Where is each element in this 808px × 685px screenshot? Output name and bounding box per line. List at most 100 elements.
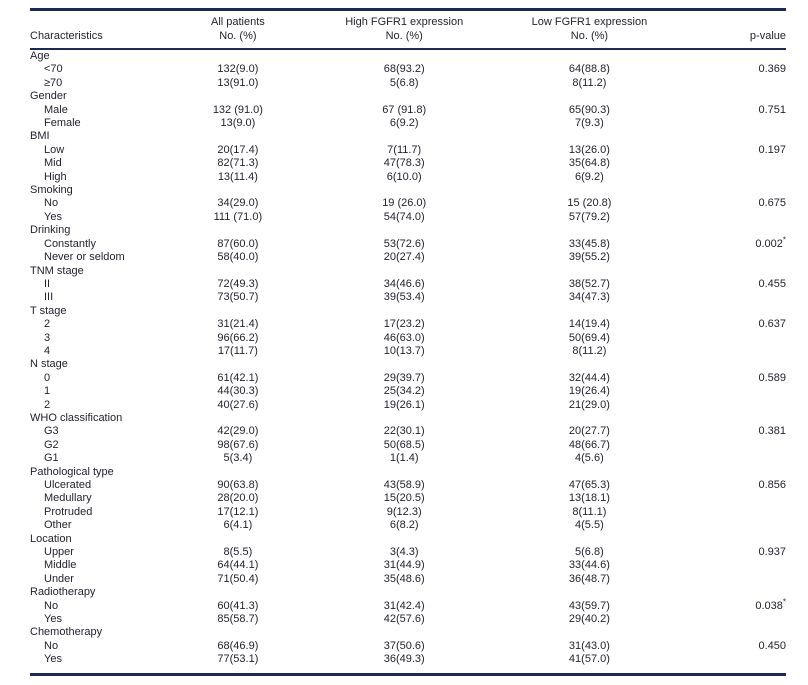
low-fgfr1-cell: 19(26.4) (568, 385, 610, 398)
data-row: Medullary 28(20.0) 15(20.5) 13(18.1) (30, 492, 786, 505)
all-patients-cell: 44(30.3) (217, 385, 259, 398)
section-row: Radiotherapy (30, 586, 786, 599)
characteristic-cell: 2 (44, 318, 51, 331)
empty-cell (491, 184, 688, 197)
p-value-cell: 0.675 (758, 197, 786, 210)
section-row: BMI (30, 130, 786, 143)
col-header-sublabel: No. (%) (385, 30, 423, 42)
data-row: Yes 85(58.7) 42(57.6) 29(40.2) (30, 613, 786, 626)
characteristic-cell: G2 (44, 438, 59, 451)
p-value-cell (688, 452, 786, 465)
low-fgfr1-cell: 15 (20.8) (567, 197, 612, 210)
section-label: BMI (30, 130, 50, 143)
section-label: T stage (30, 304, 67, 317)
p-value-cell: 0.369 (758, 63, 786, 76)
characteristic-cell: ≥70 (44, 76, 63, 89)
characteristic-cell: Male (44, 103, 68, 116)
data-row: ≥70 13(91.0) 5(6.8) 8(11.2) (30, 77, 786, 90)
empty-cell (688, 90, 786, 103)
low-fgfr1-cell: 32(44.4) (568, 371, 610, 384)
data-row: 0 61(42.1) 29(39.7) 32(44.4) 0.589 (30, 372, 786, 385)
characteristic-cell: Never or seldom (44, 251, 125, 264)
data-row: Under 71(50.4) 35(48.6) 36(48.7) (30, 573, 786, 586)
empty-cell (688, 586, 786, 599)
all-patients-cell: 132 (91.0) (212, 103, 263, 116)
characteristic-cell: G1 (44, 452, 59, 465)
significance-asterisk: * (782, 597, 786, 606)
empty-cell (688, 305, 786, 318)
characteristic-cell: Yes (44, 210, 62, 223)
p-value-cell (688, 171, 786, 184)
characteristic-cell: Mid (44, 157, 62, 170)
high-fgfr1-cell: 34(46.6) (383, 277, 425, 290)
high-fgfr1-cell: 3(4.3) (389, 546, 419, 559)
characteristic-cell: Protruded (44, 505, 93, 518)
low-fgfr1-cell: 65(90.3) (568, 103, 610, 116)
col-header-sublabel: No. (%) (570, 30, 609, 42)
empty-cell (317, 466, 491, 479)
high-fgfr1-cell: 25(34.2) (383, 385, 425, 398)
all-patients-cell: 98(67.6) (217, 438, 259, 451)
low-fgfr1-cell: 36(48.7) (568, 572, 610, 585)
high-fgfr1-cell: 42(57.6) (383, 613, 425, 626)
empty-cell (688, 224, 786, 237)
p-value-cell: 0.637 (758, 318, 786, 331)
all-patients-cell: 17(12.1) (217, 505, 259, 518)
high-fgfr1-cell: 22(30.1) (383, 425, 425, 438)
all-patients-cell: 72(49.3) (217, 277, 259, 290)
p-value-cell (688, 613, 786, 626)
p-value-cell (688, 492, 786, 505)
p-value-cell (688, 345, 786, 358)
characteristics-table-wrap: Characteristics All patients No. (%) Hig… (30, 8, 786, 676)
characteristic-cell: Yes (44, 613, 62, 626)
section-row: WHO classification (30, 412, 786, 425)
p-value-cell: 0.381 (758, 425, 786, 438)
section-row: N stage (30, 358, 786, 371)
empty-cell (317, 533, 491, 546)
all-patients-cell: 8(5.5) (223, 546, 253, 559)
empty-cell (159, 49, 318, 63)
section-label: Radiotherapy (30, 586, 96, 599)
empty-cell (159, 130, 318, 143)
p-value-cell (688, 385, 786, 398)
characteristics-table: Characteristics All patients No. (%) Hig… (30, 11, 786, 667)
empty-cell (688, 533, 786, 546)
characteristic-cell: G3 (44, 425, 59, 438)
low-fgfr1-cell: 48(66.7) (568, 438, 610, 451)
all-patients-cell: 111 (71.0) (213, 210, 263, 223)
section-label: WHO classification (30, 411, 123, 424)
p-value-cell: 0.450 (758, 639, 786, 652)
high-fgfr1-cell: 9(12.3) (386, 505, 422, 518)
data-row: G2 98(67.6) 50(68.5) 48(66.7) (30, 439, 786, 452)
high-fgfr1-cell: 37(50.6) (383, 639, 425, 652)
col-header-p-value: p-value (687, 11, 786, 50)
p-value-cell (688, 506, 786, 519)
low-fgfr1-cell: 38(52.7) (568, 277, 610, 290)
characteristic-cell: 2 (44, 398, 51, 411)
high-fgfr1-cell: 67 (91.8) (382, 103, 427, 116)
characteristic-cell: 3 (44, 331, 51, 344)
col-header-label: Low FGFR1 expression (531, 16, 648, 28)
high-fgfr1-cell: 50(68.5) (383, 438, 425, 451)
high-fgfr1-cell: 54(74.0) (383, 210, 425, 223)
high-fgfr1-cell: 6(8.2) (389, 519, 419, 532)
all-patients-cell: 73(50.7) (217, 291, 259, 304)
p-value-cell (688, 117, 786, 130)
section-row: Chemotherapy (30, 626, 786, 639)
characteristic-cell: <70 (44, 63, 63, 76)
characteristic-cell: Yes (44, 653, 62, 666)
section-label: Drinking (30, 224, 71, 237)
empty-cell (688, 184, 786, 197)
p-value-cell: 0.856 (758, 479, 786, 491)
empty-cell (159, 358, 318, 371)
section-label: Age (30, 50, 50, 62)
p-value-cell (688, 519, 786, 532)
p-value-cell (688, 559, 786, 572)
table-body: Age <70 132(9.0) 68(93.2) 64(88.8) 0.369 ≥70 13… (30, 49, 786, 667)
characteristic-cell: Low (44, 143, 65, 156)
data-row: Ulcerated 90(63.8) 43(58.9) 47(65.3) 0.856 (30, 479, 786, 492)
empty-cell (317, 130, 491, 143)
data-row: II 72(49.3) 34(46.6) 38(52.7) 0.455 (30, 278, 786, 291)
all-patients-cell: 20(17.4) (217, 143, 259, 156)
all-patients-cell: 68(46.9) (217, 639, 259, 652)
